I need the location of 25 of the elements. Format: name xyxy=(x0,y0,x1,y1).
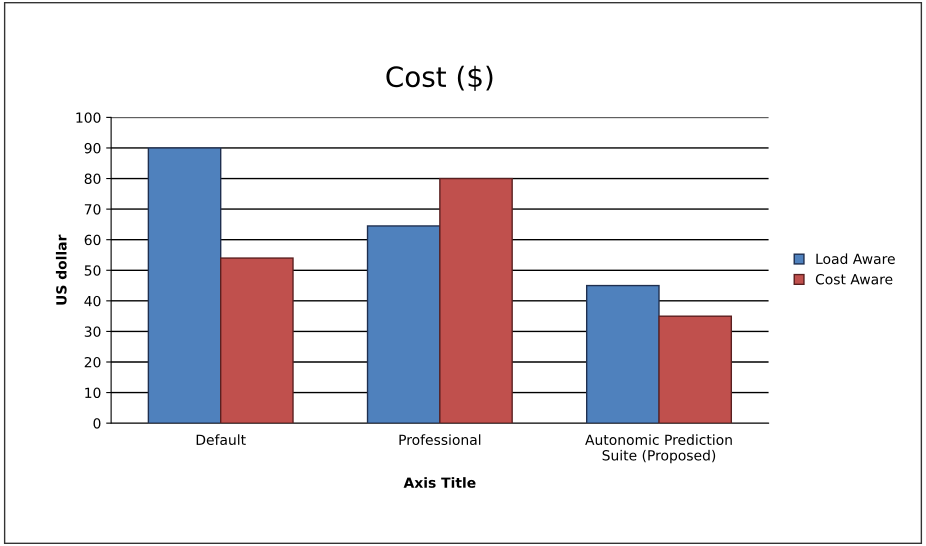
y-tick-label: 70 xyxy=(84,204,100,215)
y-tick-label: 30 xyxy=(84,326,100,337)
bar xyxy=(220,257,294,424)
y-tick-label: 90 xyxy=(84,142,100,154)
legend-label: Load Aware xyxy=(816,253,895,264)
y-axis-title: US dollar xyxy=(56,234,67,305)
y-tick-label: 60 xyxy=(84,234,100,246)
y-tick-label: 40 xyxy=(84,296,100,306)
chart-title: Cost ($) xyxy=(386,66,492,91)
y-tick-label: 0 xyxy=(93,418,100,429)
bar xyxy=(148,147,222,424)
x-tick-label: Default xyxy=(196,434,246,446)
bar xyxy=(658,315,732,424)
y-tick-label: 20 xyxy=(84,356,100,368)
legend-label: Cost Aware xyxy=(816,274,892,284)
y-tick-label: 100 xyxy=(76,112,100,123)
x-tick-label: Professional xyxy=(399,434,480,446)
bar xyxy=(586,284,660,424)
bar xyxy=(439,178,513,424)
x-axis-title: Axis Title xyxy=(404,477,476,488)
x-tick-label: Autonomic Prediction Suite (Proposed) xyxy=(585,434,732,464)
y-tick-label: 80 xyxy=(84,174,100,184)
y-tick-label: 10 xyxy=(85,388,100,398)
y-tick-label: 50 xyxy=(84,265,100,276)
bar xyxy=(366,225,441,424)
